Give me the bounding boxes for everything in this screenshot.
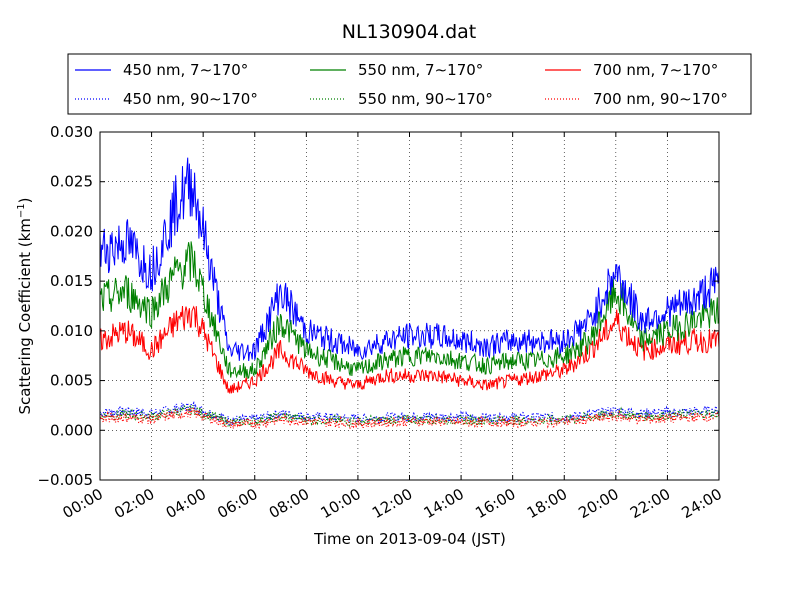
y-axis-label: Scattering Coefficient (km−1) <box>16 197 34 414</box>
legend-label: 700 nm, 90∼170° <box>593 90 728 108</box>
y-axis-label-main: Scattering Coefficient (km <box>16 218 34 414</box>
y-tick-label: 0.005 <box>50 372 93 390</box>
y-axis-label-close: ) <box>16 197 34 203</box>
series-line <box>99 305 720 394</box>
y-tick-label: 0.025 <box>50 173 93 191</box>
x-tick-label: 24:00 <box>679 485 725 522</box>
x-tick-label: 14:00 <box>421 485 467 522</box>
x-tick-label: 16:00 <box>472 485 518 522</box>
series-line <box>99 157 720 362</box>
legend-label: 550 nm, 7∼170° <box>358 61 483 79</box>
y-tick-label: 0.000 <box>50 421 93 439</box>
series-line <box>99 401 720 426</box>
legend-label: 550 nm, 90∼170° <box>358 90 493 108</box>
y-tick-label: 0.010 <box>50 322 93 340</box>
x-tick-label: 00:00 <box>60 485 106 522</box>
x-tick-label: 12:00 <box>369 485 415 522</box>
y-tick-label: 0.015 <box>50 272 93 290</box>
legend-label: 700 nm, 7∼170° <box>593 61 718 79</box>
grid <box>100 132 719 480</box>
legend-box <box>67 53 752 115</box>
legend: 450 nm, 7∼170° 550 nm, 7∼170° 700 nm, 7∼17… <box>75 61 728 108</box>
x-axis-label: Time on 2013-09-04 (JST) <box>313 530 506 548</box>
x-tick-label: 18:00 <box>524 485 570 522</box>
y-axis-label-sup: −1 <box>16 203 27 218</box>
legend-label: 450 nm, 7∼170° <box>123 61 248 79</box>
x-tick-label: 08:00 <box>266 485 312 522</box>
series-line <box>99 404 720 429</box>
x-tick-label: 22:00 <box>627 485 673 522</box>
series-line <box>99 241 720 380</box>
y-tick-label: 0.020 <box>50 222 93 240</box>
x-tick-label: 10:00 <box>317 485 363 522</box>
x-tick-label: 06:00 <box>214 485 260 522</box>
x-tick-label: 20:00 <box>575 485 621 522</box>
y-tick-label: −0.005 <box>37 471 93 489</box>
series-group <box>99 157 720 430</box>
x-tick-label: 04:00 <box>163 485 209 522</box>
legend-label: 450 nm, 90∼170° <box>123 90 258 108</box>
y-tick-label: 0.030 <box>50 123 93 141</box>
chart-title: NL130904.dat <box>342 21 477 43</box>
x-tick-label: 02:00 <box>111 485 157 522</box>
ticks: 00:00 02:00 04:00 06:00 08:00 10:00 12:00 14:00… <box>37 123 725 522</box>
